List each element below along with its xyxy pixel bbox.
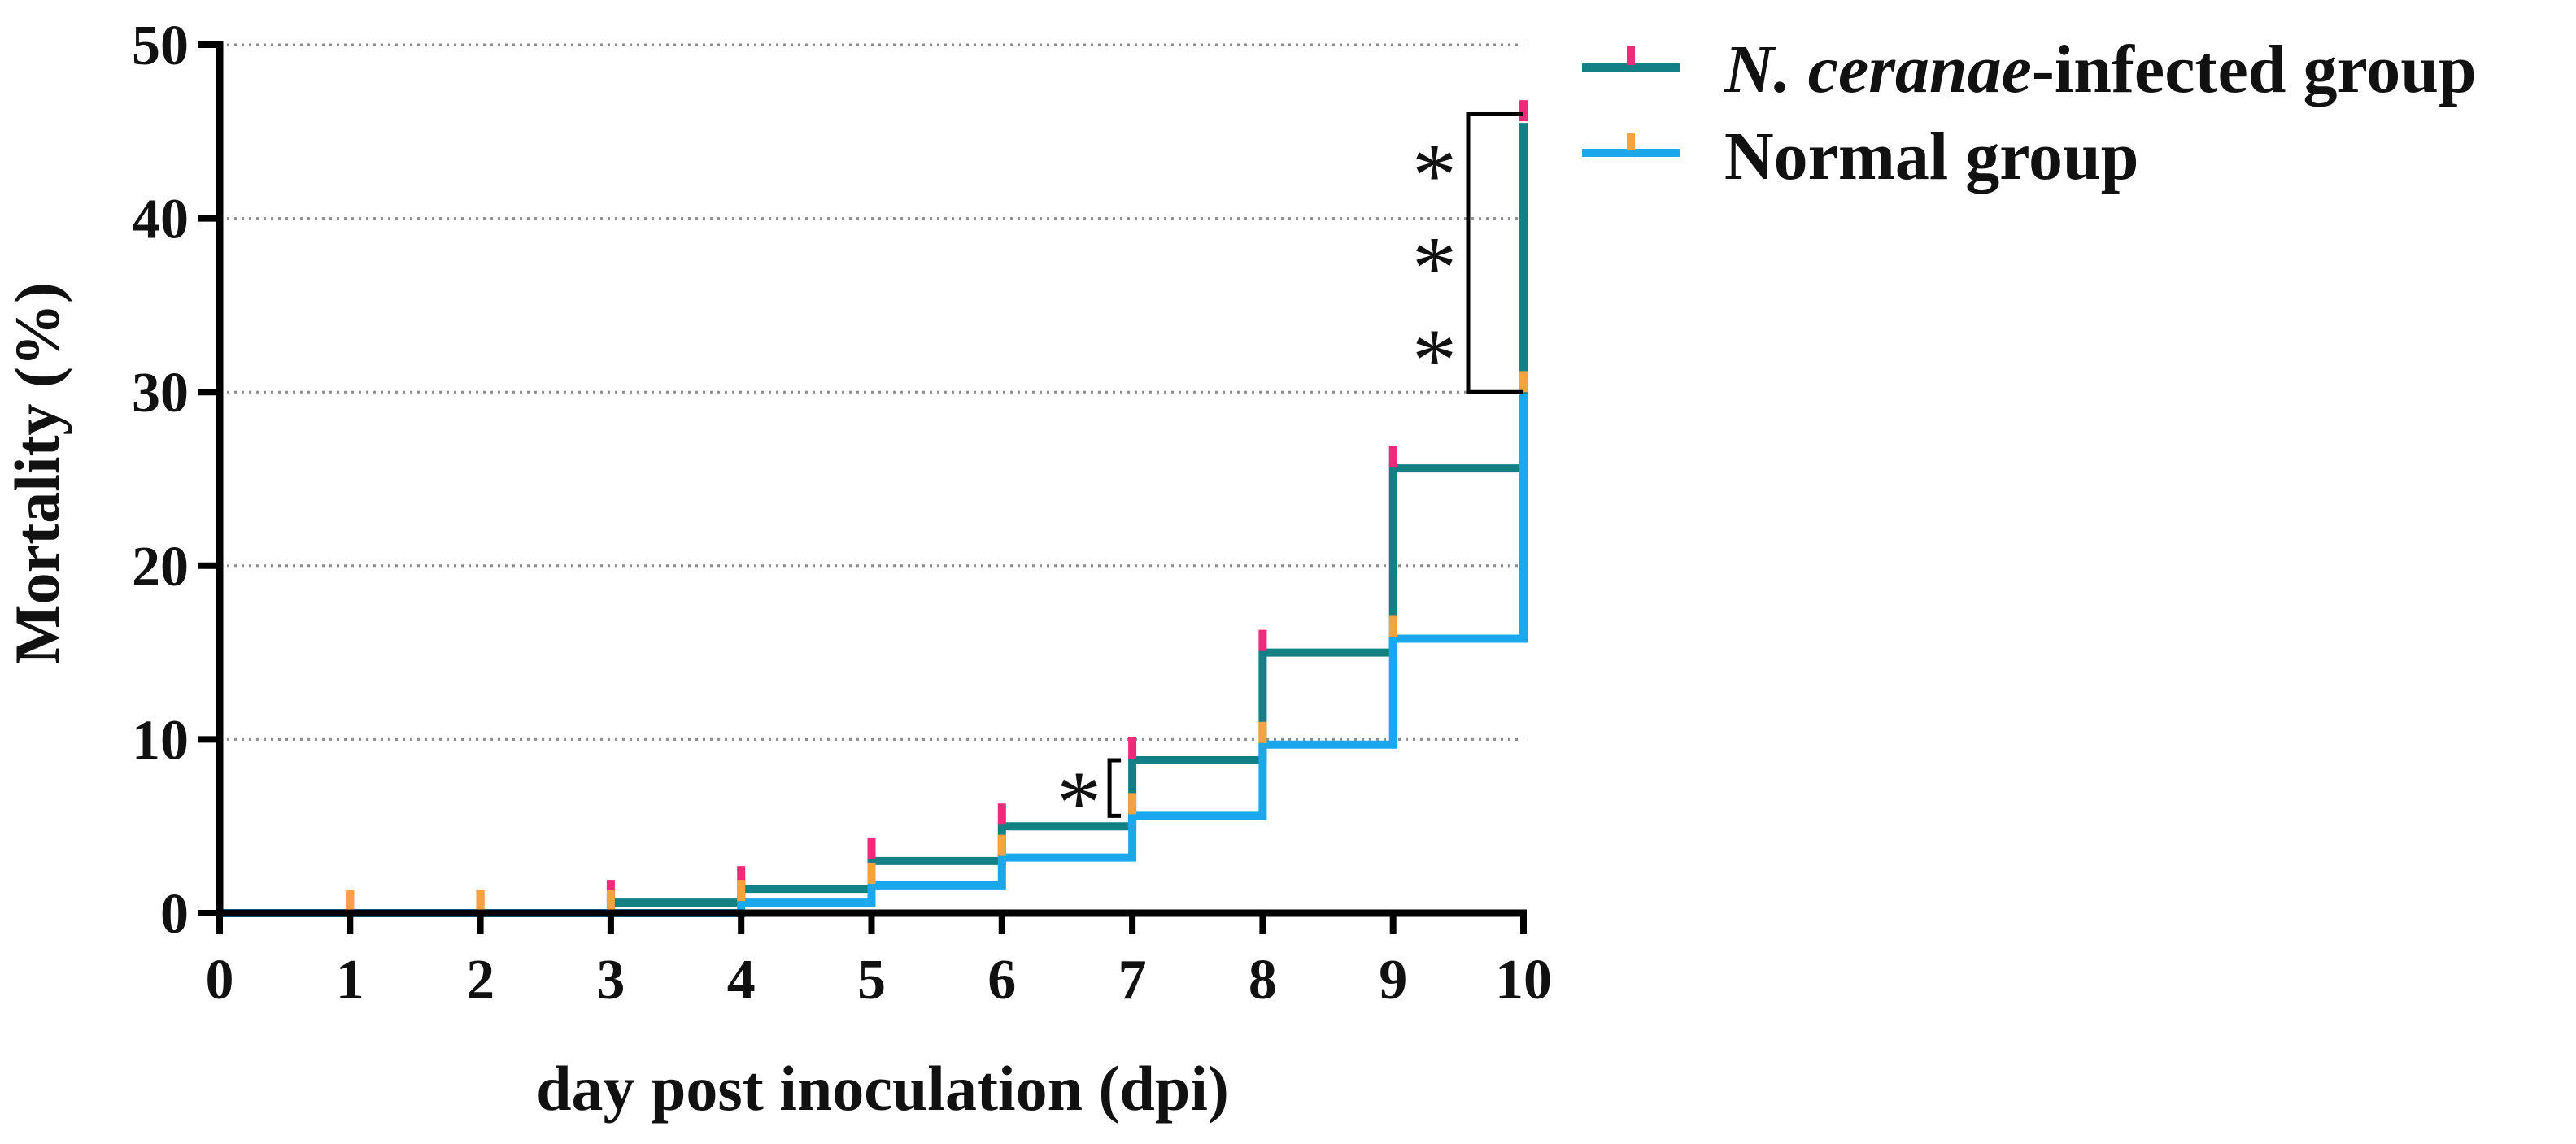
legend-item-infected: N. ceranae-infected group <box>1582 32 2477 107</box>
significance-star-0: * <box>1057 753 1101 852</box>
x-tick-label-0: 0 <box>206 949 234 1011</box>
legend: N. ceranae-infected group Normal group <box>1582 32 2477 194</box>
x-axis-label: day post inoculation (dpi) <box>536 1053 1229 1124</box>
y-tick-label-10: 10 <box>132 709 189 772</box>
y-tick-label-0: 0 <box>160 883 189 946</box>
series-line-0 <box>220 123 1528 917</box>
x-tick-label-5: 5 <box>857 949 886 1011</box>
significance-annotations: **** <box>1057 111 1523 852</box>
grid-lines <box>220 43 1523 741</box>
x-tick-label-4: 4 <box>727 949 756 1011</box>
legend-label-infected-rest: -infected group <box>2032 32 2477 107</box>
significance-star-1-1: * <box>1412 218 1457 317</box>
x-tick-label-1: 1 <box>336 949 364 1011</box>
y-axis-label: Mortality (%) <box>2 282 72 664</box>
tick-labels: 0 10 20 30 40 50 0 1 2 3 4 5 6 7 8 9 10 <box>132 15 1552 1011</box>
y-tick-label-30: 30 <box>132 362 189 424</box>
legend-label-infected-italic: N. ceranae <box>1724 32 2032 107</box>
legend-label-normal: Normal group <box>1724 119 2138 194</box>
x-tick-label-8: 8 <box>1249 949 1277 1011</box>
axes <box>198 41 1527 934</box>
x-tick-label-3: 3 <box>596 949 625 1011</box>
legend-item-normal: Normal group <box>1582 119 2138 194</box>
significance-star-1-2: * <box>1412 311 1457 410</box>
significance-star-1-0: * <box>1412 125 1457 224</box>
x-tick-label-10: 10 <box>1495 949 1552 1011</box>
x-tick-label-7: 7 <box>1118 949 1147 1011</box>
y-tick-label-20: 20 <box>132 536 189 598</box>
x-tick-label-9: 9 <box>1379 949 1407 1011</box>
y-tick-label-40: 40 <box>132 189 189 251</box>
x-tick-label-6: 6 <box>987 949 1016 1011</box>
significance-bracket-0 <box>1107 758 1122 818</box>
series-lines <box>220 100 1528 917</box>
significance-bracket-1 <box>1466 111 1523 394</box>
x-tick-label-2: 2 <box>466 949 495 1011</box>
legend-label-infected: N. ceranae-infected group <box>1724 32 2477 107</box>
y-tick-label-50: 50 <box>132 15 189 77</box>
